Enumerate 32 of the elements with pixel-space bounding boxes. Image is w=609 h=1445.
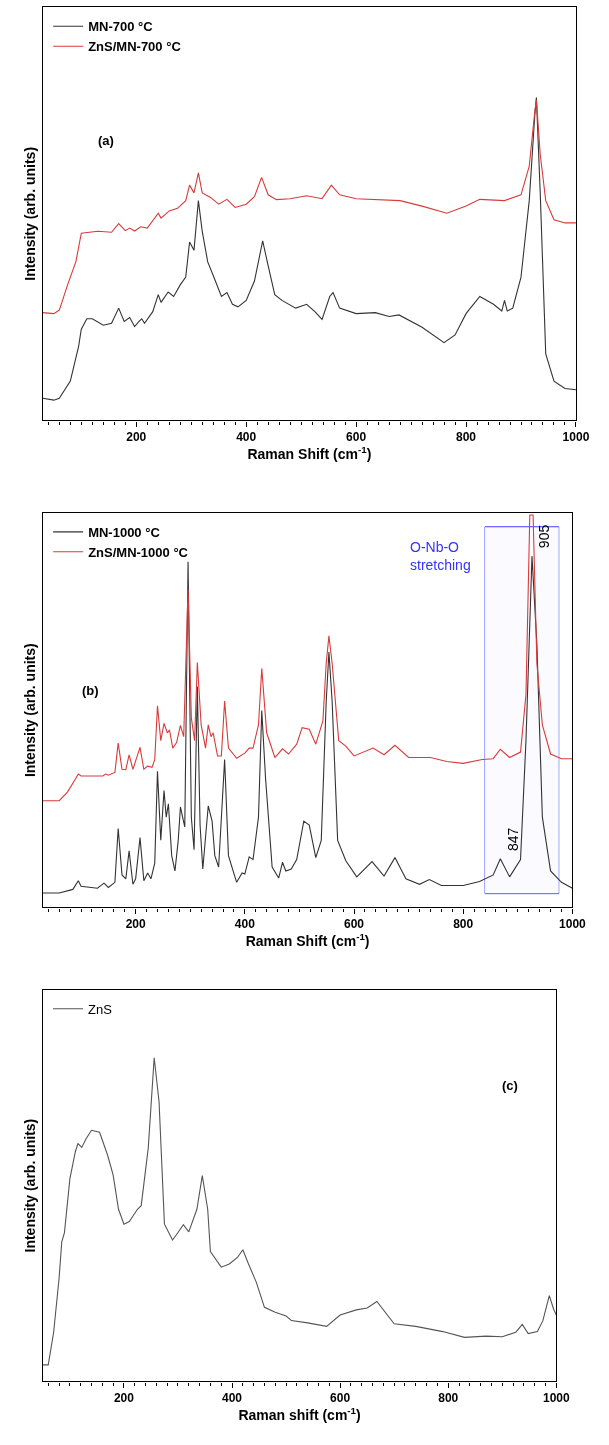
x-tick-label: 400 [236,429,257,444]
x-tick-label: 1000 [542,1390,570,1405]
legend-label: MN-1000 °C [88,524,161,540]
annotation: 905 [535,524,552,549]
x-tick-label: 600 [346,429,367,444]
x-tick-label: 200 [125,916,146,931]
x-tick-label: 1000 [559,916,587,931]
y-axis-title: Intensity (arb. units) [22,146,39,281]
annotation: (b) [82,683,99,698]
x-axis-title: Raman shift (cm$^{-1}$) [238,1404,361,1423]
x-tick-label: 400 [234,916,256,931]
annotation: 847 [504,827,521,852]
legend-label: ZnS [87,1001,113,1017]
annotation: (c) [502,1078,518,1093]
x-tick-label: 1000 [562,429,590,444]
legend-label: MN-700 °C [88,19,154,35]
x-tick-label: 200 [126,429,147,444]
x-tick-label: 600 [330,1390,351,1405]
annotation: (a) [98,133,114,148]
band-label: O-Nb-O stretching [410,539,471,574]
x-tick-label: 800 [456,429,477,444]
legend-label: ZnS/MN-1000 °C [88,544,189,560]
x-tick-label: 400 [222,1390,243,1405]
x-tick-label: 200 [113,1390,135,1405]
y-axis-title: Intensity (arb. units) [22,643,39,778]
x-tick-label: 800 [438,1390,459,1405]
legend-label: ZnS/MN-700 °C [88,39,182,55]
y-axis-title: Intensity (arb. units) [22,1118,39,1253]
x-tick-label: 800 [453,916,474,931]
x-axis-title: Raman Shift (cm$^{-1}$) [245,930,370,949]
x-axis-title: Raman Shift (cm$^{-1}$) [247,443,372,462]
x-tick-label: 600 [344,916,365,931]
